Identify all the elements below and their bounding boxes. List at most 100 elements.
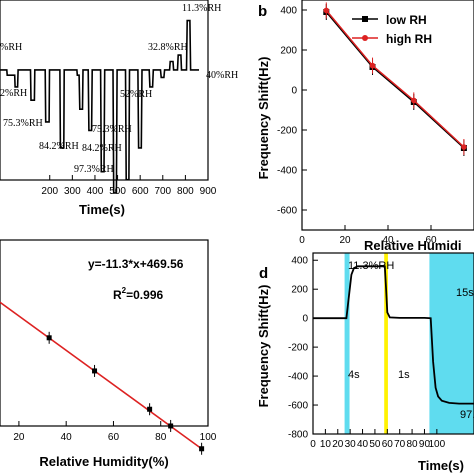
panel-d-y-label: Frequency Shift(Hz) xyxy=(256,285,271,408)
panel-b-y-tick-label: -400 xyxy=(277,166,297,177)
panel-d-series-line xyxy=(313,265,474,405)
panel-b-x-tick-label: 60 xyxy=(425,235,437,246)
panel-a-x-tick-label: 900 xyxy=(200,186,217,197)
panel-b-y-tick-label: 200 xyxy=(280,46,297,57)
panel-c-point xyxy=(46,335,52,341)
panel-b-y-tick-label: -200 xyxy=(277,126,297,137)
panel-b-y-ticks: 400 200 0 -200 -400 -600 xyxy=(277,6,307,217)
panel-d-x-tick-label: 70 xyxy=(394,439,406,450)
panel-b-letter: b xyxy=(258,3,267,20)
panel-b-y-label: Frequency Shift(Hz) xyxy=(256,57,271,180)
annotation-84-2-left: 84.2%RH xyxy=(39,141,79,152)
panel-b: b 400 200 0 -200 -400 -600 0 20 40 60 Frequency … xyxy=(256,0,474,253)
panel-c-point xyxy=(92,368,98,374)
panel-a-x-label: Time(s) xyxy=(79,202,125,217)
panel-d-x-tick-label: 100 xyxy=(429,439,446,450)
annotation-rh-cut-mid: 2%RH xyxy=(0,88,27,99)
annotation-75-3-left: 75.3%RH xyxy=(3,118,43,129)
panel-c-x-label: Relative Humidity(%) xyxy=(39,454,168,469)
legend-low-rh-label: low RH xyxy=(386,13,427,27)
panel-d-y-ticks: 400 200 0 -200 -400 -600 -800 xyxy=(288,256,318,441)
panel-d: d 400 200 0 -200 -400 -600 -800 0 10 20 30 40 50 60 7… xyxy=(256,252,474,473)
panel-c-r2: R2=0.996 xyxy=(113,286,163,302)
panel-d-x-tick-label: 80 xyxy=(407,439,419,450)
panel-c-point xyxy=(199,446,205,452)
panel-c-x-ticks: 20 40 60 80 100 xyxy=(13,421,217,443)
panel-c-plot xyxy=(0,301,205,455)
panel-b-plot xyxy=(323,2,467,156)
panel-a-frame xyxy=(0,0,209,181)
r2-label: R xyxy=(113,288,122,302)
panel-d-y-tick-label: 0 xyxy=(302,314,308,325)
panel-c-point xyxy=(147,406,153,412)
annotation-75-3-right: 75.3%RH xyxy=(92,124,132,135)
panel-b-x-tick-label: 20 xyxy=(339,235,351,246)
panel-c-x-tick-label: 20 xyxy=(13,432,25,443)
r2-superscript: 2 xyxy=(122,286,127,295)
panel-d-x-tick-label: 30 xyxy=(345,439,357,450)
panel-a-x-tick-label: 300 xyxy=(64,186,81,197)
panel-b-x-ticks: 0 20 40 60 xyxy=(299,225,437,246)
panel-b-legend: low RH high RH xyxy=(352,13,432,46)
annotation-97-3: 97.3%RH xyxy=(74,164,114,175)
panel-b-series-line-0 xyxy=(325,11,465,149)
panel-d-bands xyxy=(344,253,474,434)
panel-a-x-tick-label: 400 xyxy=(87,186,104,197)
panel-b-y-tick-label: 0 xyxy=(291,86,297,97)
panel-a-series-line xyxy=(0,19,199,194)
annotation-52: 52%RH xyxy=(120,89,152,100)
panel-d-frame xyxy=(312,252,474,435)
legend-high-rh-label: high RH xyxy=(386,32,432,46)
panel-c-equation: y=-11.3*x+469.56 xyxy=(88,257,184,271)
legend-high-rh-marker xyxy=(362,35,368,41)
panel-a-x-tick-label: 600 xyxy=(132,186,149,197)
panel-d-x-tick-label: 90 xyxy=(419,439,431,450)
panel-d-x-tick-label: 40 xyxy=(357,439,369,450)
panel-d-1s-label: 1s xyxy=(398,369,410,381)
panel-d-band xyxy=(344,253,350,434)
panel-c-point xyxy=(168,423,174,429)
panel-d-band xyxy=(429,253,474,434)
annotation-32-8: 32.8%RH xyxy=(148,42,188,53)
annotation-rh-cut-top: %RH xyxy=(0,42,22,53)
panel-a-x-tick-label: 200 xyxy=(41,186,58,197)
r2-value: =0.996 xyxy=(126,288,163,302)
panel-b-x-tick-label: 0 xyxy=(299,235,305,246)
annotation-84-2-right: 84.2%RH xyxy=(82,143,122,154)
panel-d-y-tick-label: 400 xyxy=(291,256,308,267)
panel-d-4s-label: 4s xyxy=(348,369,360,381)
panel-d-x-label: Time(s) xyxy=(418,458,464,473)
panel-c-frame xyxy=(0,239,209,427)
panel-a-plot xyxy=(0,19,199,194)
panel-a-x-ticks: 200 300 400 500 600 700 800 900 xyxy=(41,175,217,197)
panel-c: 20 40 60 80 100 y=-11.3*x+469.56 R2=0.996 Re… xyxy=(0,239,217,469)
panel-b-point xyxy=(411,97,417,104)
panel-c-x-tick-label: 40 xyxy=(61,432,73,443)
panel-d-letter: d xyxy=(259,265,268,282)
panel-d-y-tick-label: -800 xyxy=(288,430,308,441)
panel-c-x-tick-label: 60 xyxy=(108,432,120,443)
panel-b-y-tick-label: -600 xyxy=(277,206,297,217)
panel-d-x-tick-label: 50 xyxy=(369,439,381,450)
panel-d-band xyxy=(384,253,388,434)
panel-d-x-tick-label: 10 xyxy=(320,439,332,450)
panel-b-point xyxy=(461,144,467,150)
panel-b-x-tick-label: 40 xyxy=(382,235,394,246)
panel-d-97-label: 97.3 xyxy=(460,409,474,421)
panel-d-y-tick-label: -600 xyxy=(288,401,308,412)
panel-c-x-tick-label: 100 xyxy=(200,432,217,443)
panel-d-y-tick-label: 200 xyxy=(291,285,308,296)
panel-b-point xyxy=(323,7,330,14)
panel-a-x-tick-label: 700 xyxy=(154,186,171,197)
panel-b-x-label: Relative Humidi xyxy=(364,238,462,253)
panel-d-x-tick-label: 20 xyxy=(332,439,344,450)
panel-a-x-tick-label: 800 xyxy=(177,186,194,197)
panel-a-baseline-label: 40%RH xyxy=(206,70,238,81)
panel-a: 200 300 400 500 600 700 800 900 Time(s) 40%RH 1… xyxy=(0,0,238,217)
panel-d-15s-label: 15s xyxy=(456,287,474,299)
panel-d-rh-label: 11.3%RH xyxy=(348,260,394,272)
panel-d-plot xyxy=(313,265,474,405)
panel-c-x-tick-label: 80 xyxy=(155,432,167,443)
